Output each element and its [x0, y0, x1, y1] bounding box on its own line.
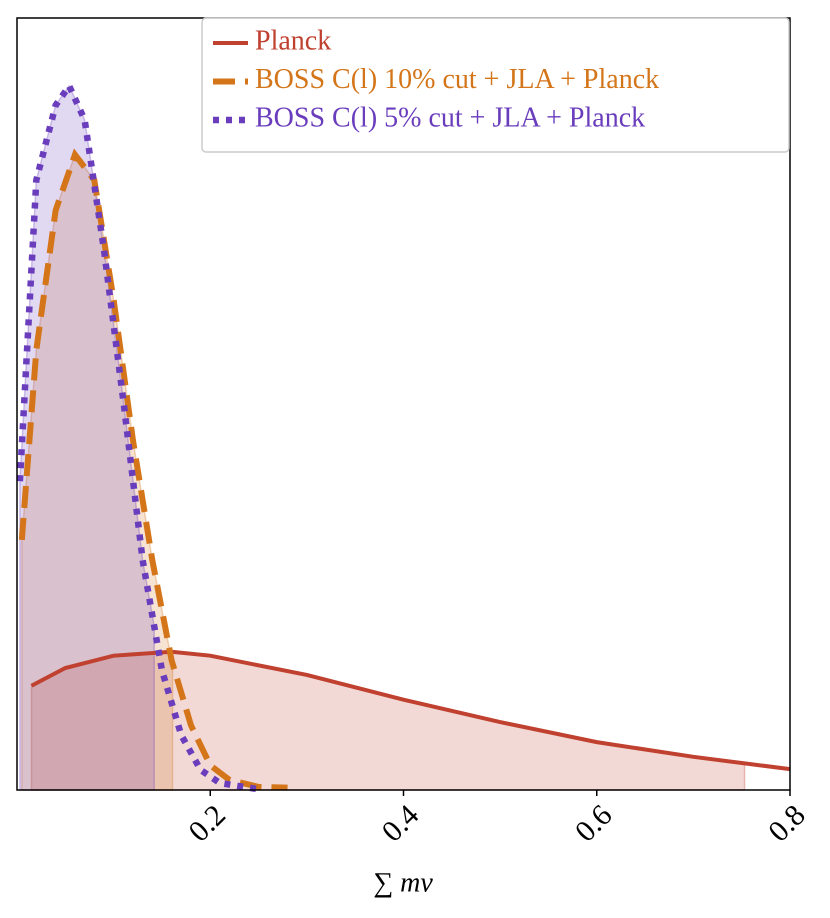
legend-label: BOSS C(l) 5% cut + JLA + Planck	[255, 102, 645, 133]
legend-box	[201, 17, 790, 153]
x-tick-label: 0.4	[375, 798, 425, 848]
series-line	[30, 649, 791, 772]
legend: Planck BOSS C(l) 10% cut + JLA + Planck BO…	[201, 17, 790, 153]
series-line	[16, 79, 260, 793]
x-tick-label: 0.6	[569, 798, 619, 848]
x-axis-label: ∑ mν	[373, 867, 433, 898]
x-tick-label: 0.8	[762, 798, 812, 848]
x-tick-label: 0.2	[182, 798, 232, 848]
legend-label: BOSS C(l) 10% cut + JLA + Planck	[255, 64, 659, 95]
series-line	[18, 148, 288, 791]
legend-label: Planck	[255, 25, 331, 56]
